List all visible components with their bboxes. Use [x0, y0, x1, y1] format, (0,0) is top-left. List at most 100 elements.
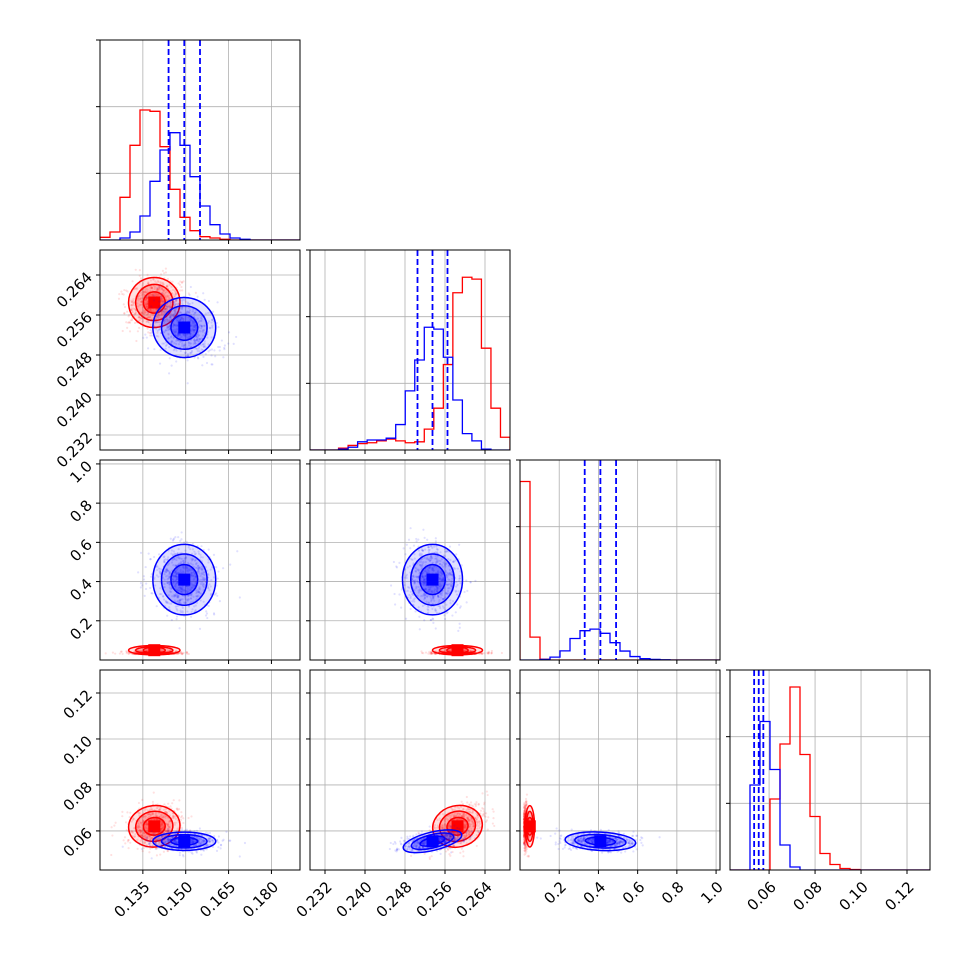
scatter-point — [429, 586, 432, 589]
scatter-point — [144, 310, 147, 313]
scatter-point — [179, 319, 182, 322]
scatter-point — [167, 829, 170, 832]
scatter-point — [180, 317, 183, 320]
scatter-point — [126, 310, 129, 313]
scatter-point — [439, 587, 442, 590]
scatter-point — [433, 591, 436, 594]
scatter-point — [144, 845, 148, 848]
scatter-point — [161, 298, 164, 301]
scatter-point — [197, 570, 200, 573]
scatter-point — [140, 311, 143, 314]
scatter-point — [218, 349, 221, 352]
scatter-point — [227, 342, 230, 345]
scatter-point — [167, 372, 171, 375]
scatter-point — [170, 285, 173, 288]
scatter-point — [447, 557, 450, 561]
scatter-point — [444, 570, 447, 573]
scatter-point — [122, 839, 125, 842]
scatter-point — [165, 569, 168, 572]
scatter-point — [216, 577, 219, 580]
scatter-point — [199, 575, 202, 578]
scatter-point — [194, 325, 197, 328]
scatter-point — [194, 311, 197, 314]
scatter-point — [167, 840, 170, 844]
scatter-point — [166, 329, 169, 332]
scatter-point — [431, 591, 434, 594]
scatter-point — [210, 318, 214, 321]
scatter-point — [167, 305, 170, 308]
scatter-point — [425, 570, 428, 574]
scatter-point — [186, 651, 189, 654]
scatter-point — [172, 313, 175, 317]
scatter-point — [441, 598, 444, 601]
scatter-point — [172, 315, 175, 318]
scatter-point — [456, 567, 459, 570]
scatter-point — [128, 313, 131, 316]
scatter-point — [159, 587, 162, 590]
scatter-point — [187, 590, 190, 594]
scatter-point — [178, 599, 182, 602]
scatter-point — [133, 835, 136, 838]
scatter-point — [190, 349, 194, 352]
scatter-point — [174, 579, 177, 583]
scatter-point — [212, 839, 215, 842]
scatter-point — [159, 281, 162, 284]
scatter-point — [154, 293, 157, 296]
scatter-point — [155, 838, 159, 841]
scatter-point — [203, 340, 206, 343]
scatter-point — [179, 539, 182, 542]
scatter-point — [422, 561, 425, 564]
scatter-point — [154, 317, 157, 320]
scatter-point — [403, 576, 407, 579]
scatter-point — [126, 290, 129, 293]
scatter-point — [124, 842, 127, 845]
scatter-point — [194, 341, 197, 345]
scatter-point — [149, 815, 152, 818]
scatter-point — [189, 325, 193, 328]
scatter-point — [175, 339, 178, 343]
scatter-point — [148, 851, 151, 854]
scatter-point — [424, 583, 427, 586]
scatter-point — [459, 582, 462, 585]
scatter-point — [200, 573, 203, 576]
scatter-point — [164, 811, 167, 814]
scatter-point — [228, 839, 231, 842]
scatter-point — [142, 312, 146, 315]
scatter-point — [146, 296, 149, 300]
scatter-point — [186, 599, 189, 602]
scatter-point — [423, 593, 426, 596]
scatter-point — [427, 605, 430, 609]
scatter-point — [427, 566, 431, 570]
scatter-point — [431, 590, 434, 593]
scatter-point — [194, 843, 198, 846]
scatter-point — [139, 839, 142, 842]
scatter-point — [188, 293, 191, 297]
scatter-point — [169, 537, 172, 540]
scatter-point — [163, 803, 166, 806]
scatter-point — [166, 277, 170, 281]
scatter-point — [418, 589, 422, 592]
scatter-point — [194, 323, 197, 327]
scatter-point — [171, 292, 174, 295]
scatter-point — [500, 651, 504, 655]
scatter-point — [192, 565, 195, 568]
scatter-point — [186, 333, 189, 336]
scatter-point — [191, 608, 194, 611]
scatter-point — [185, 333, 188, 336]
scatter-point — [423, 596, 426, 600]
scatter-point — [171, 288, 175, 291]
scatter-point — [167, 594, 170, 597]
y-tick-label: 0.256 — [53, 308, 96, 351]
histogram-blue — [520, 628, 720, 660]
scatter-point — [440, 558, 443, 561]
scatter-point — [148, 843, 151, 846]
scatter-point — [177, 319, 180, 322]
scatter-point — [130, 299, 133, 302]
scatter-point — [159, 843, 162, 846]
scatter-point — [166, 829, 170, 832]
scatter-point — [158, 321, 161, 324]
scatter-point — [161, 342, 164, 345]
scatter-point — [161, 595, 165, 598]
scatter-point — [431, 607, 434, 611]
scatter-point — [168, 315, 172, 318]
